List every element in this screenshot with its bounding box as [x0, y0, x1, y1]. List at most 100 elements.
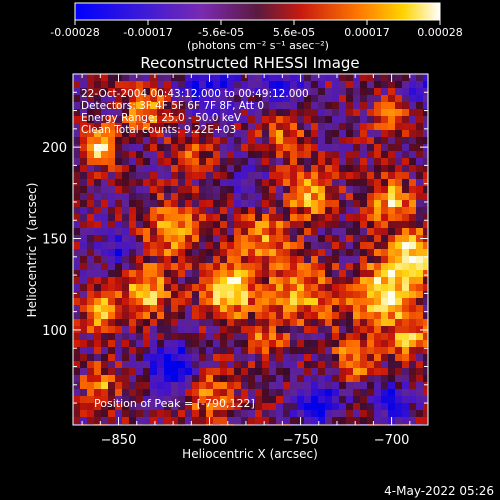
- heatmap-cell: [269, 242, 277, 250]
- heatmap-cell: [346, 263, 354, 271]
- heatmap-cell: [129, 340, 137, 348]
- heatmap-cell: [192, 207, 200, 215]
- heatmap-cell: [248, 221, 256, 229]
- heatmap-cell: [409, 116, 417, 124]
- heatmap-cell: [157, 410, 165, 418]
- heatmap-cell: [332, 326, 340, 334]
- heatmap-cell: [367, 102, 375, 110]
- heatmap-cell: [220, 340, 228, 348]
- heatmap-cell: [164, 200, 172, 208]
- heatmap-cell: [409, 102, 417, 110]
- heatmap-cell: [199, 249, 207, 257]
- heatmap-cell: [318, 340, 326, 348]
- heatmap-cell: [290, 319, 298, 327]
- heatmap-cell: [129, 305, 137, 313]
- heatmap-cell: [220, 382, 228, 390]
- heatmap-cell: [388, 354, 396, 362]
- heatmap-cell: [325, 256, 333, 264]
- heatmap-cell: [199, 291, 207, 299]
- heatmap-cell: [199, 403, 207, 411]
- heatmap-cell: [234, 158, 242, 166]
- heatmap-cell: [227, 417, 235, 425]
- heatmap-cell: [388, 235, 396, 243]
- heatmap-cell: [402, 193, 410, 201]
- heatmap-cell: [213, 305, 221, 313]
- heatmap-cell: [395, 144, 403, 152]
- heatmap-cell: [157, 193, 165, 201]
- heatmap-cell: [220, 333, 228, 341]
- heatmap-cell: [73, 368, 81, 376]
- heatmap-cell: [73, 305, 81, 313]
- heatmap-cell: [416, 74, 424, 82]
- heatmap-cell: [395, 326, 403, 334]
- heatmap-cell: [87, 95, 95, 103]
- heatmap-cell: [402, 214, 410, 222]
- heatmap-cell: [374, 410, 382, 418]
- heatmap-cell: [108, 410, 116, 418]
- heatmap-cell: [423, 417, 428, 425]
- heatmap-cell: [87, 249, 95, 257]
- heatmap-cell: [171, 88, 179, 96]
- heatmap-cell: [206, 347, 214, 355]
- heatmap-cell: [94, 256, 102, 264]
- heatmap-cell: [199, 270, 207, 278]
- heatmap-cell: [129, 123, 137, 131]
- heatmap-cell: [73, 263, 81, 271]
- heatmap-cell: [171, 305, 179, 313]
- heatmap-cell: [304, 410, 312, 418]
- heatmap-cell: [213, 81, 221, 89]
- heatmap-cell: [290, 172, 298, 180]
- heatmap-cell: [311, 298, 319, 306]
- heatmap-cell: [262, 249, 270, 257]
- heatmap-cell: [122, 284, 130, 292]
- heatmap-cell: [164, 88, 172, 96]
- heatmap-cell: [388, 158, 396, 166]
- heatmap-cell: [395, 375, 403, 383]
- heatmap-cell: [423, 228, 428, 236]
- heatmap-cell: [409, 291, 417, 299]
- heatmap-cell: [185, 277, 193, 285]
- heatmap-cell: [255, 270, 263, 278]
- heatmap-cell: [367, 263, 375, 271]
- heatmap-cell: [381, 207, 389, 215]
- heatmap-cell: [269, 333, 277, 341]
- heatmap-cell: [262, 207, 270, 215]
- heatmap-cell: [185, 74, 193, 82]
- heatmap-cell: [318, 102, 326, 110]
- heatmap-cell: [269, 354, 277, 362]
- heatmap-cell: [73, 361, 81, 369]
- heatmap-cell: [276, 396, 284, 404]
- heatmap-cell: [304, 158, 312, 166]
- heatmap-cell: [269, 403, 277, 411]
- heatmap-cell: [73, 200, 81, 208]
- heatmap-cell: [360, 284, 368, 292]
- heatmap-cell: [94, 403, 102, 411]
- heatmap-cell: [409, 228, 417, 236]
- heatmap-cell: [143, 256, 151, 264]
- heatmap-cell: [87, 144, 95, 152]
- heatmap-cell: [325, 102, 333, 110]
- heatmap-cell: [150, 263, 158, 271]
- heatmap-cell: [381, 333, 389, 341]
- heatmap-cell: [87, 242, 95, 250]
- heatmap-cell: [199, 242, 207, 250]
- heatmap-cell: [129, 137, 137, 145]
- heatmap-cell: [325, 298, 333, 306]
- heatmap-cell: [304, 123, 312, 131]
- heatmap-cell: [122, 347, 130, 355]
- heatmap-cell: [150, 130, 158, 138]
- heatmap-cell: [157, 298, 165, 306]
- heatmap-cell: [416, 207, 424, 215]
- heatmap-cell: [234, 123, 242, 131]
- heatmap-cell: [339, 410, 347, 418]
- heatmap-cell: [374, 172, 382, 180]
- heatmap-cell: [283, 130, 291, 138]
- heatmap-cell: [283, 137, 291, 145]
- heatmap-cell: [416, 284, 424, 292]
- heatmap-cell: [416, 116, 424, 124]
- heatmap-cell: [255, 102, 263, 110]
- heatmap-cell: [367, 291, 375, 299]
- heatmap-cell: [94, 333, 102, 341]
- heatmap-cell: [318, 270, 326, 278]
- heatmap-cell: [388, 172, 396, 180]
